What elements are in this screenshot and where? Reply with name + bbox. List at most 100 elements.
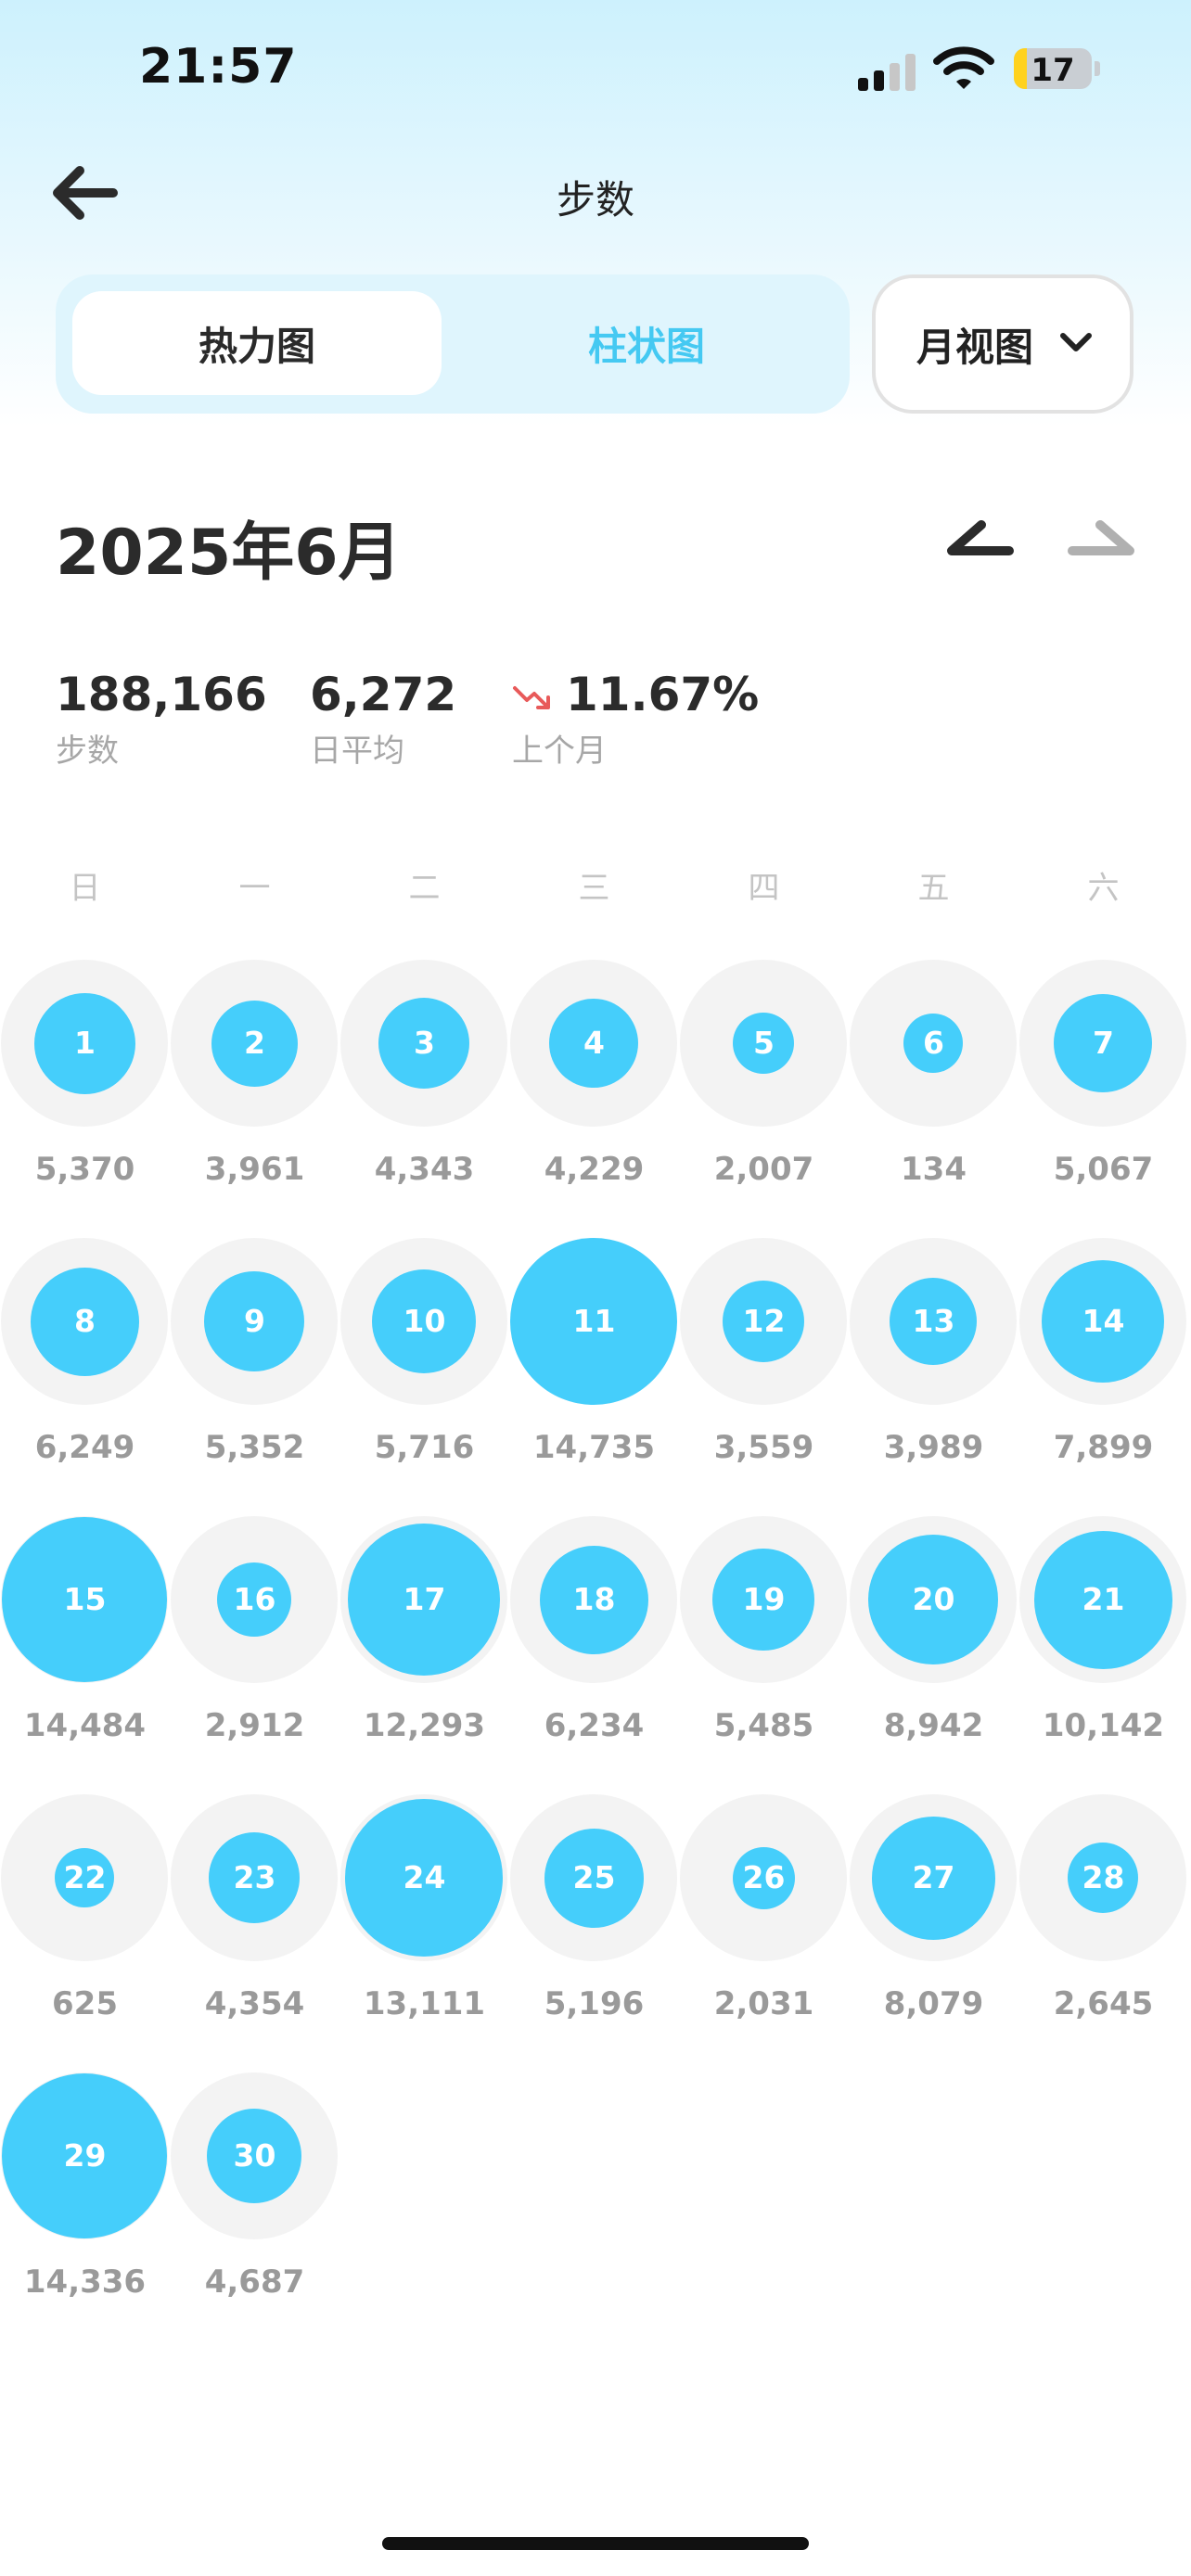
calendar-day[interactable]: 27 8,079 <box>849 1794 1018 2072</box>
step-bubble <box>207 2109 301 2203</box>
step-bubble <box>733 1013 794 1074</box>
calendar-day[interactable]: 4 4,229 <box>509 960 679 1238</box>
day-steps: 14,336 <box>23 2264 147 2301</box>
day-steps: 2,031 <box>713 1985 814 2022</box>
calendar-day[interactable]: 7 5,067 <box>1018 960 1188 1238</box>
step-bubble <box>723 1281 804 1362</box>
stat-total: 188,166 步数 <box>56 668 267 771</box>
day-number: 24 <box>403 1859 446 1895</box>
calendar-day[interactable]: 15 14,484 <box>0 1516 170 1794</box>
step-bubble <box>211 1000 298 1087</box>
calendar-day[interactable]: 22 625 <box>0 1794 170 2072</box>
step-bubble <box>732 1846 795 1909</box>
weekday-label: 六 <box>1087 870 1120 907</box>
day-steps: 5,196 <box>544 1985 645 2022</box>
step-bubble <box>903 1014 963 1073</box>
calendar-day[interactable]: 14 7,899 <box>1018 1238 1188 1516</box>
view-mode-select[interactable]: 月视图 <box>872 274 1133 414</box>
weekday-label: 二 <box>408 870 441 907</box>
day-number: 22 <box>63 1859 107 1895</box>
step-bubble <box>372 1269 476 1373</box>
day-number: 3 <box>414 1025 435 1061</box>
day-number: 27 <box>912 1859 955 1895</box>
step-bubble <box>1054 994 1152 1092</box>
calendar-day[interactable]: 1 5,370 <box>0 960 170 1238</box>
day-number: 2 <box>244 1025 265 1061</box>
day-steps: 13,111 <box>363 1985 486 2022</box>
step-bubble <box>217 1562 291 1637</box>
prev-month-icon[interactable] <box>944 519 1015 566</box>
day-number: 28 <box>1082 1859 1125 1895</box>
day-steps: 4,343 <box>374 1151 475 1188</box>
day-steps: 625 <box>52 1985 118 2022</box>
calendar-day[interactable]: 5 2,007 <box>679 960 849 1238</box>
calendar-day[interactable]: 25 5,196 <box>509 1794 679 2072</box>
stat-total-label: 步数 <box>56 733 119 770</box>
weekday-label: 日 <box>69 870 101 907</box>
calendar-day[interactable]: 26 2,031 <box>679 1794 849 2072</box>
tab-heatmap[interactable]: 热力图 <box>72 291 442 395</box>
calendar-day[interactable]: 3 4,343 <box>339 960 509 1238</box>
calendar-day[interactable]: 19 5,485 <box>679 1516 849 1794</box>
day-number: 6 <box>923 1025 944 1061</box>
day-steps: 10,142 <box>1042 1707 1165 1744</box>
calendar-day[interactable]: 6 134 <box>849 960 1018 1238</box>
day-steps: 4,354 <box>204 1985 305 2022</box>
day-number: 1 <box>74 1025 96 1061</box>
stat-average: 6,272 日平均 <box>310 668 456 771</box>
view-mode-label: 月视图 <box>916 324 1034 370</box>
day-steps: 3,961 <box>204 1151 305 1188</box>
step-bubble <box>55 1848 114 1907</box>
day-steps: 5,370 <box>34 1151 135 1188</box>
chart-type-switch: 热力图 柱状图 <box>56 274 850 414</box>
calendar-day[interactable]: 17 12,293 <box>339 1516 509 1794</box>
calendar-day[interactable]: 20 8,942 <box>849 1516 1018 1794</box>
day-steps: 5,716 <box>374 1429 475 1466</box>
calendar-day[interactable]: 18 6,234 <box>509 1516 679 1794</box>
calendar-day[interactable]: 28 2,645 <box>1018 1794 1188 2072</box>
arrow-left-icon[interactable] <box>48 163 119 223</box>
step-bubble <box>209 1832 300 1923</box>
chevron-down-icon <box>1060 333 1092 351</box>
calendar-day[interactable]: 10 5,716 <box>339 1238 509 1516</box>
step-bubble <box>539 1545 648 1654</box>
calendar-day[interactable]: 24 13,111 <box>339 1794 509 2072</box>
step-bubble <box>33 992 135 1094</box>
day-number: 5 <box>753 1025 775 1061</box>
wifi-icon <box>933 46 994 89</box>
step-bubble <box>1068 1843 1138 1913</box>
day-steps: 5,485 <box>713 1707 814 1744</box>
step-bubble <box>30 1267 139 1376</box>
day-steps: 7,899 <box>1053 1429 1154 1466</box>
day-steps: 6,234 <box>544 1707 645 1744</box>
step-bubble <box>868 1535 998 1664</box>
step-bubble <box>2 2073 167 2238</box>
calendar-day[interactable]: 23 4,354 <box>170 1794 339 2072</box>
day-number: 20 <box>912 1581 955 1617</box>
weekday-label: 三 <box>578 870 610 907</box>
day-number: 10 <box>403 1303 446 1339</box>
calendar-day[interactable]: 21 10,142 <box>1018 1516 1188 1794</box>
day-steps: 6,249 <box>34 1429 135 1466</box>
day-steps: 3,559 <box>713 1429 814 1466</box>
step-bubble <box>204 1271 304 1371</box>
calendar-day[interactable]: 30 4,687 <box>170 2072 339 2351</box>
day-number: 14 <box>1082 1303 1125 1339</box>
calendar-day[interactable]: 16 2,912 <box>170 1516 339 1794</box>
step-bubble <box>348 1524 500 1676</box>
day-number: 26 <box>742 1859 786 1895</box>
calendar-day[interactable]: 13 3,989 <box>849 1238 1018 1516</box>
day-steps: 8,942 <box>883 1707 984 1744</box>
calendar-day[interactable]: 29 14,336 <box>0 2072 170 2351</box>
tab-bar-chart[interactable]: 柱状图 <box>587 323 705 369</box>
calendar-day[interactable]: 12 3,559 <box>679 1238 849 1516</box>
step-bubble <box>890 1278 977 1365</box>
day-number: 29 <box>63 2137 107 2174</box>
day-steps: 5,352 <box>204 1429 305 1466</box>
calendar-day[interactable]: 2 3,961 <box>170 960 339 1238</box>
next-month-icon[interactable] <box>1067 519 1137 566</box>
calendar-day[interactable]: 8 6,249 <box>0 1238 170 1516</box>
calendar-day[interactable]: 9 5,352 <box>170 1238 339 1516</box>
day-number: 16 <box>233 1581 276 1617</box>
calendar-day[interactable]: 11 14,735 <box>509 1238 679 1516</box>
